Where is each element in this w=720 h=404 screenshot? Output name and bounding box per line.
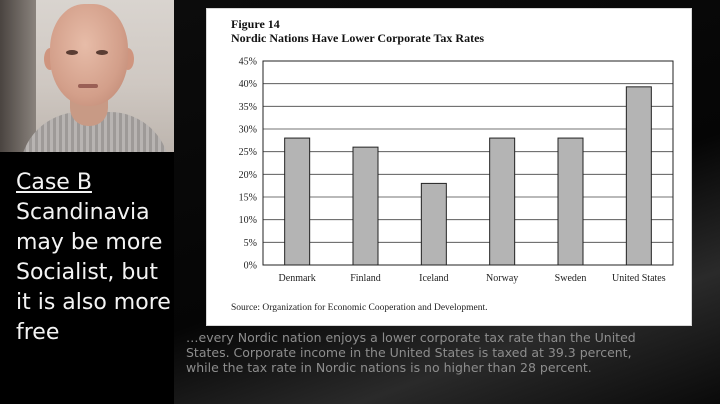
y-tick-label: 35% — [239, 102, 257, 113]
bar — [352, 146, 379, 266]
x-tick-label: Finland — [350, 273, 381, 284]
plot-frame — [262, 60, 674, 266]
y-tick-label: 25% — [239, 147, 257, 158]
presenter-video — [0, 0, 174, 152]
bar — [284, 137, 311, 266]
bar-chart: 0% 5% 10% 15% 20% 25% 30% 35% 40% 45% Denmark Finla… — [239, 57, 674, 284]
quote-caption: …every Nordic nation enjoys a lower corp… — [186, 330, 636, 375]
presenter-head — [50, 4, 128, 106]
y-tick-label: 30% — [239, 125, 257, 136]
x-tick-label: Iceland — [419, 273, 448, 284]
y-tick-label: 0% — [244, 261, 257, 272]
bar — [420, 182, 447, 266]
y-tick-label: 15% — [239, 193, 257, 204]
bar — [557, 137, 584, 266]
y-tick-label: 5% — [244, 238, 257, 249]
x-tick-label: Denmark — [279, 273, 316, 284]
x-tick-label: United States — [612, 273, 666, 284]
video-wall-shadow — [0, 0, 36, 152]
figure-label: Figure 14 — [231, 17, 280, 31]
x-tick-label: Norway — [486, 273, 518, 284]
y-tick-label: 40% — [239, 79, 257, 90]
presenter-eye-right — [96, 50, 108, 55]
presenter-mouth — [78, 84, 98, 88]
y-tick-label: 45% — [239, 57, 257, 68]
bar — [625, 86, 652, 266]
case-body: Scandinavia may be more Socialist, but i… — [16, 200, 171, 345]
chart-title: Nordic Nations Have Lower Corporate Tax … — [231, 31, 485, 45]
case-text: Case B Scandinavia may be more Socialist… — [16, 168, 176, 348]
case-title: Case B — [16, 170, 92, 195]
y-tick-label: 20% — [239, 170, 257, 181]
figure-source: Source: Organization for Economic Cooper… — [231, 303, 488, 313]
y-tick-label: 10% — [239, 215, 257, 226]
bar — [489, 137, 516, 266]
presenter-eye-left — [66, 50, 78, 55]
chart-figure: Figure 14 Nordic Nations Have Lower Corp… — [206, 8, 692, 326]
x-tick-label: Sweden — [555, 273, 587, 284]
